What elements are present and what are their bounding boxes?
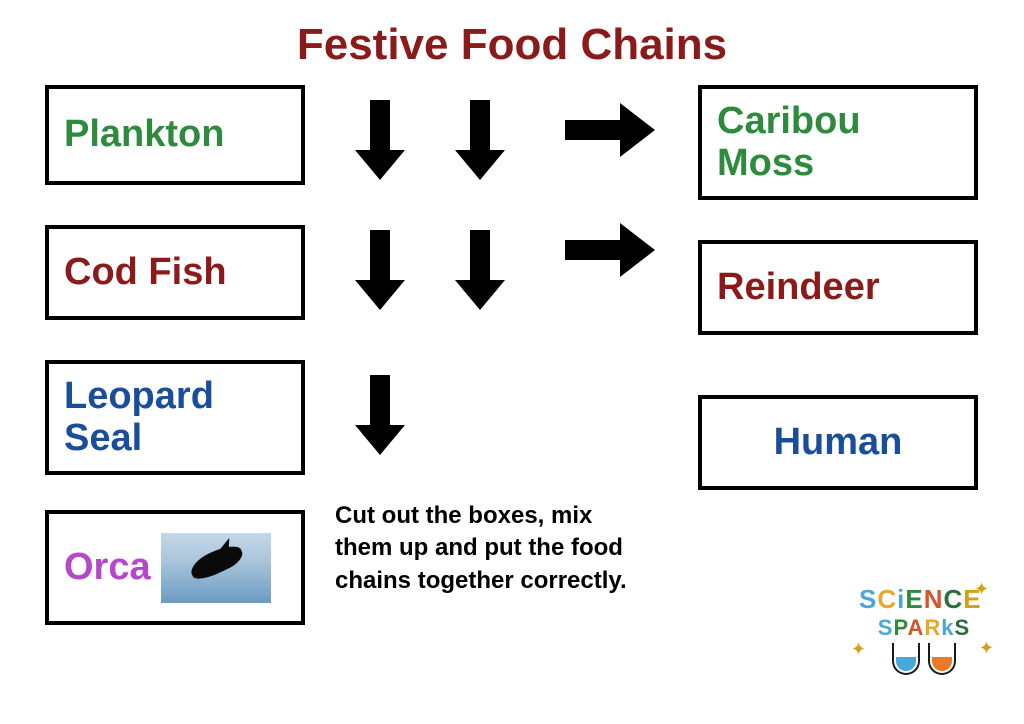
orca-image xyxy=(161,533,271,603)
arrow-right-icon xyxy=(560,95,660,165)
arrow-right-icon xyxy=(560,215,660,285)
science-sparks-logo: ✦ SCiENCE SPARkS ✦ ✦ xyxy=(859,584,989,694)
box-leopardseal: LeopardSeal xyxy=(45,360,305,475)
arrow-down-icon xyxy=(350,225,410,315)
box-orca-label: Orca xyxy=(64,547,151,589)
box-orca: Orca xyxy=(45,510,305,625)
instructions-text: Cut out the boxes, mix them up and put t… xyxy=(335,500,635,597)
box-reindeer-label: Reindeer xyxy=(717,267,880,309)
box-codfish-label: Cod Fish xyxy=(64,252,227,294)
box-leopardseal-label: LeopardSeal xyxy=(64,376,214,460)
box-plankton: Plankton xyxy=(45,85,305,185)
box-codfish: Cod Fish xyxy=(45,225,305,320)
arrow-down-icon xyxy=(450,95,510,185)
arrow-down-icon xyxy=(450,225,510,315)
arrow-down-icon xyxy=(350,370,410,460)
box-human-label: Human xyxy=(774,422,903,464)
beaker-icon xyxy=(892,643,920,675)
arrow-down-icon xyxy=(350,95,410,185)
box-caribou: CaribouMoss xyxy=(698,85,978,200)
page-title: Festive Food Chains xyxy=(0,20,1024,70)
logo-line1: SCiENCE xyxy=(859,584,989,615)
beaker-icon xyxy=(928,643,956,675)
box-human: Human xyxy=(698,395,978,490)
box-reindeer: Reindeer xyxy=(698,240,978,335)
logo-line2: SPARkS xyxy=(859,615,989,641)
box-plankton-label: Plankton xyxy=(64,114,224,156)
box-caribou-label: CaribouMoss xyxy=(717,101,861,185)
